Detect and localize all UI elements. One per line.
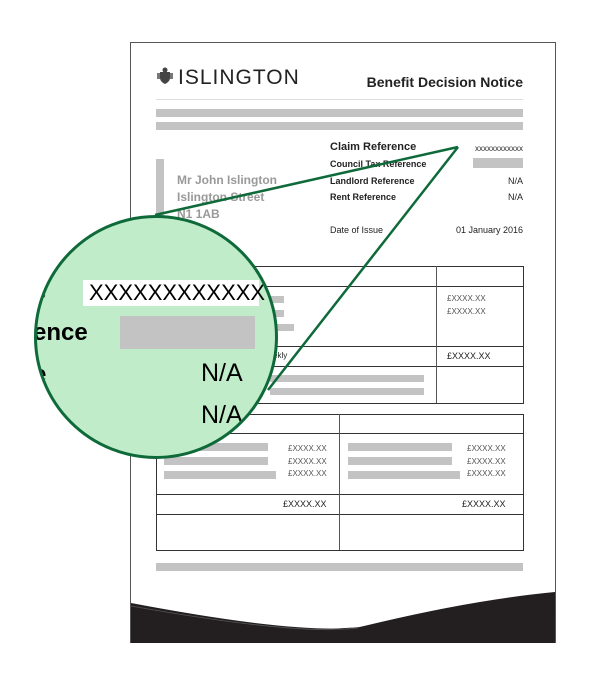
row-label: ekly (273, 351, 288, 360)
amount: £XXXX.XX (467, 457, 506, 466)
page-title: Benefit Decision Notice (366, 74, 523, 90)
date-of-issue-label: Date of Issue (330, 225, 384, 235)
magnified-rent-value: N/A (201, 401, 243, 429)
breakdown-table (156, 414, 524, 551)
magnified-label: e (34, 278, 47, 305)
amount: £XXXX.XX (467, 444, 506, 453)
rent-reference-value: N/A (507, 192, 523, 202)
date-of-issue-value: 01 January 2016 (455, 225, 523, 235)
amount: £XXXX.XX (288, 457, 327, 466)
amount: £XXXX.XX (288, 444, 327, 453)
magnified-claim-reference: XXXXXXXXXXXX (89, 280, 266, 305)
council-tax-reference-redacted (473, 158, 523, 168)
rent-reference-label: Rent Reference (330, 192, 397, 202)
redacted-line (156, 109, 523, 117)
magnified-label: e (34, 361, 47, 388)
magnified-landlord-value: N/A (201, 359, 243, 387)
amount: £XXXX.XX (288, 469, 327, 478)
amount: £XXXX.XX (467, 469, 506, 478)
right-total: £XXXX.XX (462, 499, 506, 509)
magnified-claim-box: XXXXXXXXXXXX (83, 280, 265, 306)
amount: £XXXX.XX (447, 294, 486, 303)
coat-of-arms-icon (157, 67, 173, 85)
claim-reference-label: Claim Reference (330, 141, 417, 153)
address-postcode: N1 1AB (177, 207, 220, 221)
magnifier: e XXXXXXXXXXXX ence e N/A N/A (34, 215, 278, 459)
logo-text: ISLINGTON (178, 66, 300, 89)
landlord-reference-label: Landlord Reference (330, 176, 415, 186)
magnified-redacted (120, 316, 255, 349)
magnified-label: ence (34, 319, 88, 346)
address-street: Islington Street (177, 190, 265, 204)
redacted-line (156, 122, 523, 130)
claim-reference-value: xxxxxxxxxxxx (475, 144, 523, 153)
address-marker (156, 159, 164, 219)
address-name: Mr John Islington (177, 173, 277, 187)
left-total: £XXXX.XX (283, 499, 327, 509)
weekly-total: £XXXX.XX (447, 351, 491, 361)
amount: £XXXX.XX (447, 307, 486, 316)
landlord-reference-value: N/A (507, 176, 523, 186)
